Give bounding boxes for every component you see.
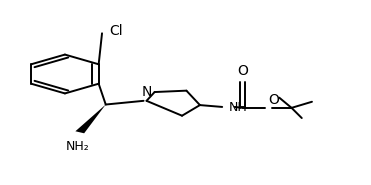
Polygon shape bbox=[75, 105, 106, 133]
Text: O: O bbox=[237, 64, 248, 78]
Text: O: O bbox=[268, 93, 279, 107]
Text: NH₂: NH₂ bbox=[66, 140, 90, 153]
Text: NH: NH bbox=[229, 101, 247, 114]
Text: N: N bbox=[141, 85, 152, 99]
Text: Cl: Cl bbox=[109, 24, 123, 38]
